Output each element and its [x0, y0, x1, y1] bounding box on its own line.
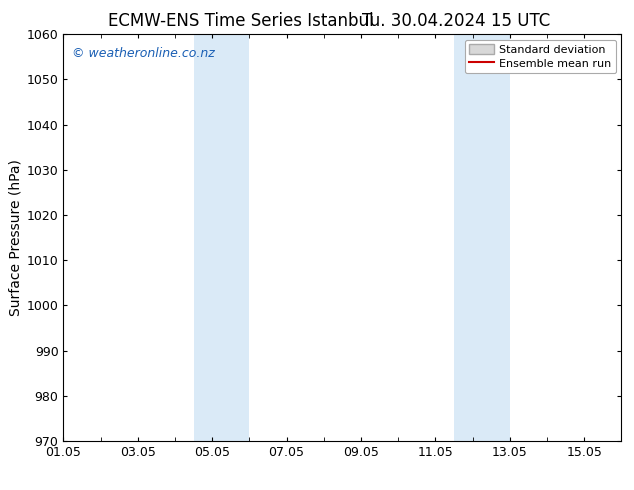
Bar — [193, 34, 249, 441]
Y-axis label: Surface Pressure (hPa): Surface Pressure (hPa) — [8, 159, 22, 316]
Bar — [454, 34, 510, 441]
Legend: Standard deviation, Ensemble mean run: Standard deviation, Ensemble mean run — [465, 40, 616, 73]
Text: ECMW-ENS Time Series Istanbul: ECMW-ENS Time Series Istanbul — [108, 12, 373, 30]
Text: © weatheronline.co.nz: © weatheronline.co.nz — [72, 47, 214, 59]
Text: Tu. 30.04.2024 15 UTC: Tu. 30.04.2024 15 UTC — [363, 12, 550, 30]
